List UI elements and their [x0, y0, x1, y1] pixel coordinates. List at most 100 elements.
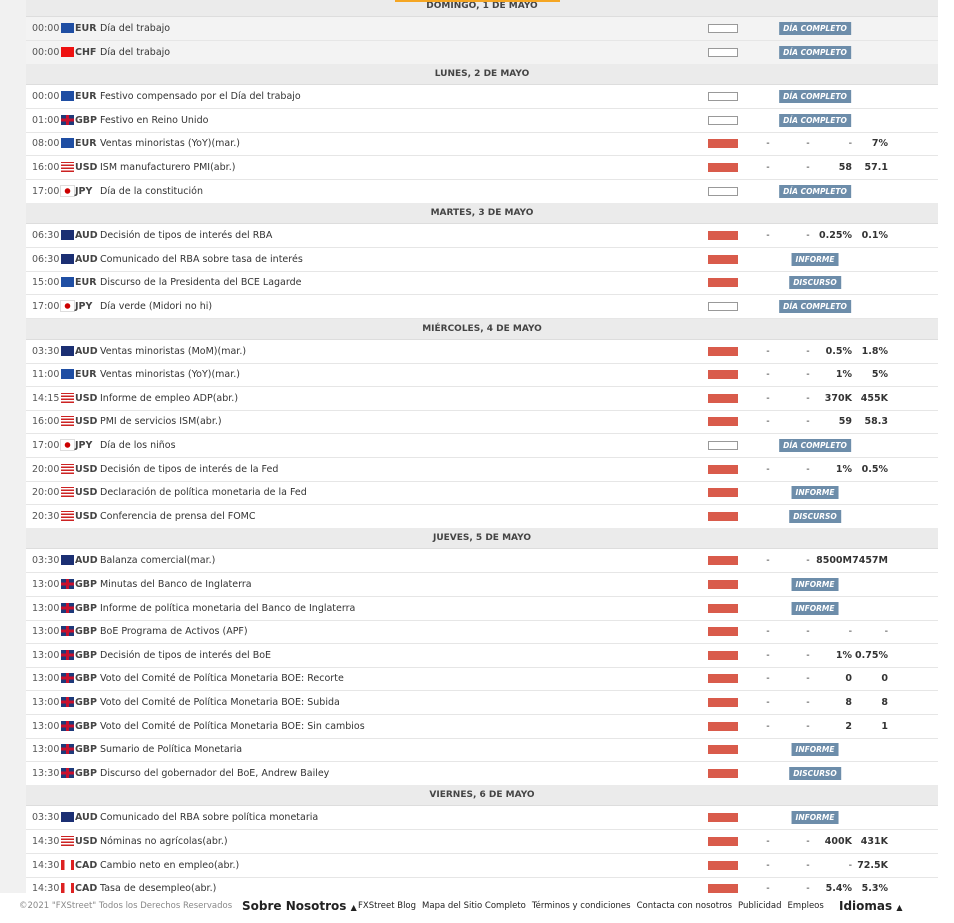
event-row[interactable]: 14:30 USD Nóminas no agrícolas(abr.) - - 400K…: [26, 830, 938, 854]
currency: AUD: [75, 253, 98, 265]
footer-link[interactable]: Empleos: [787, 901, 824, 911]
event-row[interactable]: 13:30 GBP Discurso del gobernador del BoE,…: [26, 762, 938, 786]
event-row[interactable]: 16:00 USD PMI de servicios ISM(abr.) - - 59 58…: [26, 410, 938, 435]
impact-indicator: [708, 441, 738, 450]
impact-indicator: [708, 163, 738, 172]
time: 15:00: [32, 277, 60, 289]
time: 13:00: [32, 602, 60, 614]
language-label[interactable]: Idiomas: [839, 899, 893, 913]
event-value: -: [766, 162, 770, 173]
time: 06:30: [32, 253, 60, 265]
event-name: Voto del Comité de Política Monetaria BO…: [100, 673, 344, 685]
language-menu[interactable]: Idiomas ▲: [839, 893, 903, 921]
event-row[interactable]: 13:00 GBP Minutas del Banco de Inglaterra I…: [26, 573, 938, 597]
event-badge: DÍA COMPLETO: [779, 45, 851, 59]
currency: USD: [75, 836, 98, 847]
impact-indicator: [708, 511, 738, 521]
time: 06:30: [32, 230, 60, 242]
event-value: 0: [881, 673, 888, 685]
event-row[interactable]: 00:00 EUR Día del trabajo DÍA COMPLETO: [26, 17, 938, 41]
event-value: -: [766, 626, 770, 638]
event-row[interactable]: 14:30 CAD Tasa de desempleo(abr.) - - 5.4% 5.3…: [26, 877, 938, 893]
event-row[interactable]: 20:00 USD Decisión de tipos de interés de …: [26, 458, 938, 482]
event-value: 0.25%: [819, 230, 852, 242]
footer-link[interactable]: Términos y condiciones: [531, 901, 631, 911]
event-name: Nóminas no agrícolas(abr.): [100, 836, 228, 847]
event-row[interactable]: 20:00 USD Declaración de política monetari…: [26, 481, 938, 506]
event-badge: DÍA COMPLETO: [779, 90, 851, 104]
event-value: -: [806, 369, 810, 381]
currency: USD: [75, 463, 98, 475]
event-row[interactable]: 20:30 USD Conferencia de prensa del FOMC DI…: [26, 505, 938, 529]
time: 01:00: [32, 114, 60, 126]
event-row[interactable]: 01:00 GBP Festivo en Reino Unido DÍA COMPLE…: [26, 109, 938, 133]
time: 14:30: [32, 836, 60, 847]
currency: EUR: [75, 277, 97, 289]
event-name: Conferencia de prensa del FOMC: [100, 510, 256, 522]
event-row[interactable]: 13:00 GBP Voto del Comité de Política Mone…: [26, 715, 938, 739]
event-row[interactable]: 06:30 AUD Comunicado del RBA sobre tasa de…: [26, 248, 938, 272]
event-row[interactable]: 16:00 USD ISM manufacturero PMI(abr.) - - 58 5…: [26, 156, 938, 180]
event-row[interactable]: 13:00 GBP Voto del Comité de Política Mone…: [26, 691, 938, 715]
time: 00:00: [32, 23, 60, 34]
event-name: Ventas minoristas (YoY)(mar.): [100, 138, 240, 150]
event-value: 59: [838, 416, 852, 428]
event-row[interactable]: 08:00 EUR Ventas minoristas (YoY)(mar.) - - -…: [26, 132, 938, 157]
event-row[interactable]: 17:00 JPY Día de los niños DÍA COMPLETO: [26, 434, 938, 458]
currency: EUR: [75, 369, 97, 381]
flag: [61, 369, 74, 380]
event-row[interactable]: 00:00 EUR Festivo compensado por el Día de…: [26, 85, 938, 110]
impact-indicator: [708, 860, 738, 870]
currency: JPY: [75, 440, 93, 451]
footer-link[interactable]: Mapa del Sitio Completo: [422, 901, 526, 911]
currency: GBP: [75, 626, 98, 638]
event-row[interactable]: 03:30 AUD Ventas minoristas (MoM)(mar.) - - 0…: [26, 340, 938, 364]
event-row[interactable]: 13:00 GBP Sumario de Política Monetaria INF…: [26, 738, 938, 763]
time: 00:00: [32, 91, 60, 103]
time: 17:00: [32, 185, 60, 197]
event-value: -: [848, 138, 852, 150]
impact-indicator: [708, 393, 738, 403]
event-value: -: [806, 463, 810, 475]
event-row[interactable]: 03:30 AUD Comunicado del RBA sobre polític…: [26, 806, 938, 831]
impact-indicator: [708, 721, 738, 731]
event-value: 7%: [871, 138, 888, 150]
event-name: Cambio neto en empleo(abr.): [100, 859, 240, 871]
event-row[interactable]: 15:00 EUR Discurso de la Presidenta del BC…: [26, 271, 938, 296]
flag: [61, 162, 74, 172]
event-row[interactable]: 13:00 GBP Voto del Comité de Política Mone…: [26, 667, 938, 692]
event-row[interactable]: 13:00 GBP Informe de política monetaria de…: [26, 597, 938, 621]
event-row[interactable]: 11:00 EUR Ventas minoristas (YoY)(mar.) - - 1…: [26, 363, 938, 388]
event-badge: DÍA COMPLETO: [779, 22, 851, 35]
event-row[interactable]: 06:30 AUD Decisión de tipos de interés del…: [26, 224, 938, 249]
event-row[interactable]: 03:30 AUD Balanza comercial(mar.) - -8500M 74…: [26, 549, 938, 574]
event-value: 0.1%: [861, 230, 888, 242]
event-value: 1.8%: [861, 345, 888, 357]
currency: CHF: [75, 46, 97, 58]
flag: [61, 767, 74, 778]
event-row[interactable]: 13:00 GBP BoE Programa de Activos (APF) - - -…: [26, 620, 938, 645]
event-row[interactable]: 17:00 JPY Día verde (Midori no hi) DÍA COMP…: [26, 295, 938, 319]
footer-link[interactable]: Publicidad: [738, 901, 782, 911]
impact-indicator: [708, 370, 738, 380]
time: 13:00: [32, 649, 60, 661]
about-label[interactable]: Sobre Nosotros: [242, 899, 347, 913]
flag: [61, 720, 74, 731]
event-row[interactable]: 14:15 USD Informe de empleo ADP(abr.) - - 370…: [26, 387, 938, 411]
event-row[interactable]: 13:00 GBP Decisión de tipos de interés del…: [26, 644, 938, 668]
impact-indicator: [708, 650, 738, 660]
event-row[interactable]: 14:30 CAD Cambio neto en empleo(abr.) - - -72…: [26, 854, 938, 878]
footer-link[interactable]: FXStreet Blog: [358, 901, 417, 911]
about-menu[interactable]: Sobre Nosotros ▲: [242, 893, 357, 921]
currency: USD: [75, 510, 98, 522]
currency: GBP: [75, 720, 98, 732]
footer-link[interactable]: Contacta con nosotros: [636, 901, 733, 911]
currency: EUR: [75, 91, 97, 103]
event-badge: DÍA COMPLETO: [779, 113, 851, 127]
event-name: Discurso de la Presidenta del BCE Lagard…: [100, 277, 302, 289]
event-row[interactable]: 00:00 CHF Día del trabajo DÍA COMPLETO: [26, 40, 938, 65]
event-value: 58: [838, 162, 852, 173]
event-name: Festivo en Reino Unido: [100, 114, 209, 126]
time: 03:30: [32, 555, 60, 567]
event-row[interactable]: 17:00 JPY Día de la constitución DÍA COMPLE…: [26, 180, 938, 204]
